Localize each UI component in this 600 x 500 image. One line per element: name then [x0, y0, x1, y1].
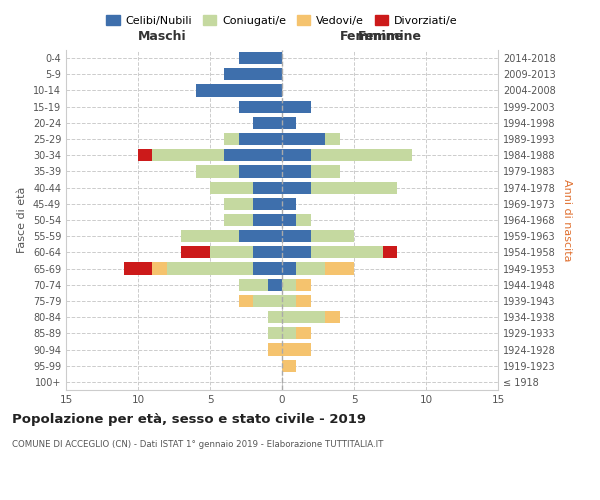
Bar: [253, 295, 282, 307]
Bar: [253, 117, 282, 129]
Bar: [268, 344, 282, 355]
Bar: [239, 100, 282, 112]
Bar: [239, 166, 282, 177]
Bar: [282, 100, 311, 112]
Bar: [311, 230, 354, 242]
Bar: [282, 328, 296, 340]
Y-axis label: Fasce di età: Fasce di età: [17, 187, 27, 253]
Text: Maschi: Maschi: [137, 30, 187, 43]
Bar: [296, 262, 325, 274]
Bar: [383, 246, 397, 258]
Bar: [224, 133, 239, 145]
Text: Popolazione per età, sesso e stato civile - 2019: Popolazione per età, sesso e stato civil…: [12, 412, 366, 426]
Bar: [210, 182, 253, 194]
Bar: [282, 133, 325, 145]
Bar: [181, 246, 210, 258]
Bar: [224, 198, 253, 210]
Bar: [210, 246, 253, 258]
Bar: [282, 278, 296, 291]
Bar: [253, 214, 282, 226]
Bar: [268, 278, 282, 291]
Y-axis label: Anni di nascita: Anni di nascita: [562, 179, 572, 261]
Bar: [282, 295, 296, 307]
Bar: [253, 182, 282, 194]
Bar: [282, 198, 296, 210]
Bar: [239, 278, 268, 291]
Bar: [282, 360, 296, 372]
Bar: [224, 214, 253, 226]
Bar: [196, 84, 282, 96]
Bar: [325, 262, 354, 274]
Bar: [268, 328, 282, 340]
Text: COMUNE DI ACCEGLIO (CN) - Dati ISTAT 1° gennaio 2019 - Elaborazione TUTTITALIA.I: COMUNE DI ACCEGLIO (CN) - Dati ISTAT 1° …: [12, 440, 383, 449]
Bar: [124, 262, 152, 274]
Bar: [282, 262, 296, 274]
Bar: [282, 182, 311, 194]
Bar: [239, 133, 282, 145]
Bar: [253, 246, 282, 258]
Text: Femmine: Femmine: [340, 30, 404, 43]
Bar: [296, 278, 311, 291]
Bar: [253, 198, 282, 210]
Bar: [268, 311, 282, 323]
Bar: [296, 214, 311, 226]
Bar: [152, 149, 224, 162]
Bar: [196, 166, 239, 177]
Bar: [282, 117, 296, 129]
Bar: [296, 328, 311, 340]
Bar: [253, 262, 282, 274]
Bar: [224, 149, 282, 162]
Bar: [311, 166, 340, 177]
Bar: [325, 311, 340, 323]
Bar: [282, 246, 311, 258]
Bar: [239, 295, 253, 307]
Text: Femmine: Femmine: [358, 30, 422, 43]
Bar: [296, 295, 311, 307]
Bar: [282, 311, 325, 323]
Bar: [282, 166, 311, 177]
Legend: Celibi/Nubili, Coniugati/e, Vedovi/e, Divorziati/e: Celibi/Nubili, Coniugati/e, Vedovi/e, Di…: [102, 10, 462, 30]
Bar: [152, 262, 167, 274]
Bar: [138, 149, 152, 162]
Bar: [282, 214, 296, 226]
Bar: [239, 230, 282, 242]
Bar: [311, 246, 383, 258]
Bar: [181, 230, 239, 242]
Bar: [239, 52, 282, 64]
Bar: [167, 262, 253, 274]
Bar: [282, 344, 311, 355]
Bar: [224, 68, 282, 80]
Bar: [282, 149, 311, 162]
Bar: [311, 182, 397, 194]
Bar: [325, 133, 340, 145]
Bar: [311, 149, 412, 162]
Bar: [282, 230, 311, 242]
